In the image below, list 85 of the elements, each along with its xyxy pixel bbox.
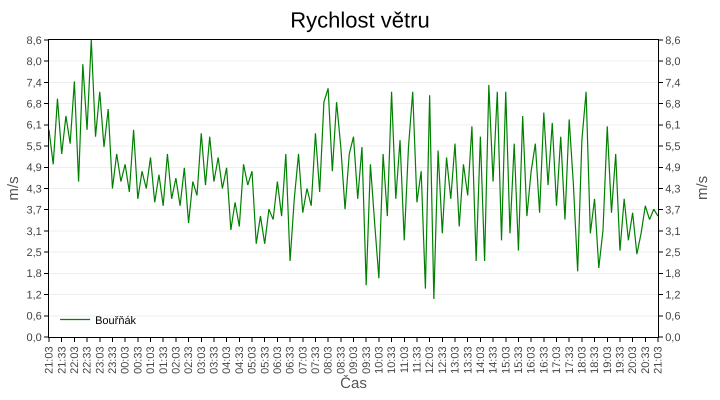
x-tick-label: 20:33 [640,346,652,374]
y-tick-label: 4,3 [26,183,42,196]
x-tick-label: 08:33 [335,346,348,374]
x-tick-label: 17:33 [564,346,576,374]
y2-tick-label: 7,4 [665,77,680,90]
x-tick-label: 18:03 [576,346,588,374]
y-tick-label: 8,6 [26,34,42,47]
x-tick-label: 21:33 [56,346,68,374]
x-tick-label: 05:03 [246,346,259,374]
y2-axis-title: m/s [694,176,711,200]
y2-tick-label: 3,1 [665,226,680,238]
x-axis-title: Čas [340,374,367,392]
legend-label: Bouřňák [95,314,137,327]
y2-tick-label: 8,0 [665,56,680,68]
x-tick-label: 18:33 [589,346,602,374]
y2-tick-label: 3,7 [665,204,680,217]
x-tick-label: 05:33 [259,346,272,374]
y2-tick-label: 6,1 [665,120,680,132]
x-tick-label: 00:33 [132,346,144,374]
y-tick-label: 8,0 [26,56,42,68]
x-tick-label: 11:03 [398,346,411,374]
y-tick-label: 3,7 [26,204,42,217]
y2-tick-label: 5,5 [665,140,680,153]
y2-tick-label: 8,6 [665,34,680,47]
x-tick-label: 07:33 [310,346,322,374]
x-tick-label: 06:33 [284,346,297,374]
y2-tick-label: 4,3 [665,183,680,196]
x-tick-label: 19:33 [614,346,627,374]
x-tick-label: 11:33 [412,346,424,374]
y-tick-label: 2,5 [26,247,42,259]
x-tick-label: 13:03 [450,346,462,374]
x-tick-label: 15:33 [513,346,526,374]
x-tick-label: 04:33 [234,346,246,374]
x-tick-label: 15:03 [500,346,512,374]
x-tick-label: 14:03 [474,346,487,374]
y-tick-label: 1,2 [26,289,42,302]
x-tick-label: 09:03 [348,346,360,374]
x-tick-label: 02:33 [183,346,196,374]
x-tick-label: 13:33 [462,346,474,374]
line-series [49,40,658,300]
x-tick-label: 00:03 [120,346,132,374]
y2-tick-label: 0,6 [665,310,680,323]
y2-tick-label: 1,8 [665,268,680,280]
y-tick-label: 6,1 [26,120,42,132]
x-tick-label: 16:03 [526,346,538,374]
y2-tick-label: 2,5 [665,247,680,259]
x-tick-label: 10:03 [373,346,386,374]
x-tick-label: 01:03 [145,346,158,374]
y2-tick-label: 4,9 [665,162,680,174]
x-tick-label: 19:03 [602,346,614,374]
y-tick-label: 7,4 [26,77,42,90]
x-tick-label: 22:03 [68,346,81,374]
x-tick-label: 21:03 [652,346,665,374]
y-tick-label: 6,8 [26,98,42,110]
x-tick-label: 12:33 [436,346,449,374]
x-tick-label: 02:03 [170,346,182,374]
x-tick-label: 23:03 [94,346,106,374]
x-tick-label: 03:03 [196,346,208,374]
x-tick-label: 04:03 [221,346,234,374]
y2-tick-label: 6,8 [665,98,680,110]
y-tick-label: 0,6 [26,310,42,323]
x-tick-label: 16:33 [538,346,550,374]
x-tick-label: 08:03 [322,346,335,374]
x-tick-label: 21:03 [44,346,56,374]
x-tick-label: 06:03 [272,346,284,374]
y-tick-label: 4,9 [26,162,42,174]
x-tick-label: 01:33 [158,346,170,374]
x-tick-label: 07:03 [297,346,310,374]
x-tick-label: 03:33 [208,346,221,374]
x-tick-label: 17:03 [551,346,564,374]
x-tick-label: 14:33 [488,346,500,374]
x-tick-label: 22:33 [82,346,94,374]
y-tick-label: 5,5 [26,140,42,153]
chart-title: Rychlost větru [290,7,430,32]
x-tick-label: 09:33 [360,346,373,374]
x-tick-label: 20:03 [627,346,640,374]
y2-tick-label: 0,0 [665,332,680,344]
y2-tick-label: 1,2 [665,289,680,302]
x-tick-label: 10:33 [386,346,398,374]
x-tick-label: 12:03 [424,346,436,374]
y-tick-label: 0,0 [26,332,42,344]
y-axis-title: m/s [4,176,22,201]
y-tick-label: 3,1 [26,226,42,238]
x-tick-label: 23:33 [107,346,120,374]
y-tick-label: 1,8 [26,268,42,280]
